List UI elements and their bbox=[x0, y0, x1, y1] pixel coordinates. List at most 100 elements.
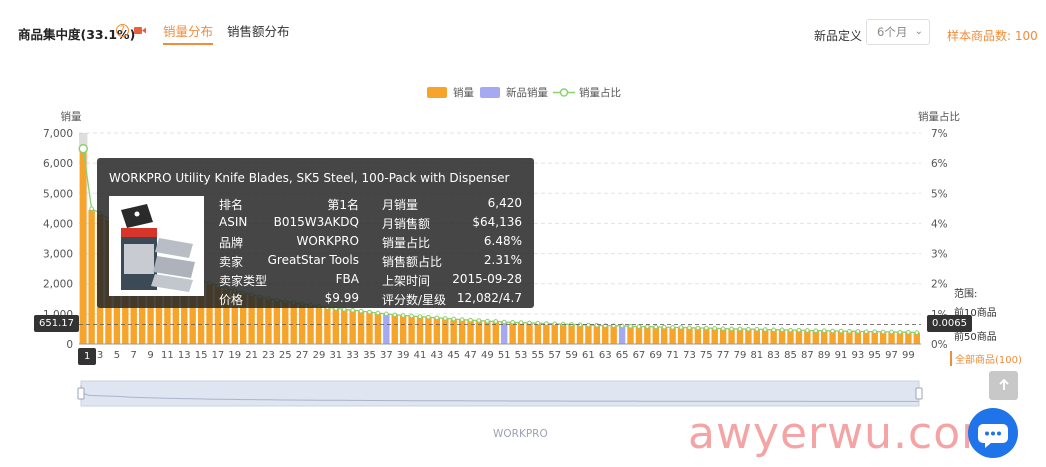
share-point bbox=[838, 328, 844, 334]
bar bbox=[526, 323, 533, 344]
zoom-slider-preview bbox=[80, 385, 919, 402]
x-tick-label: 67 bbox=[633, 350, 646, 361]
share-point bbox=[544, 321, 549, 326]
x-tick-label: 29 bbox=[313, 350, 326, 361]
x-tick-label: 57 bbox=[548, 350, 561, 361]
scroll-to-top-button[interactable] bbox=[989, 371, 1018, 400]
x-tick-label: 13 bbox=[178, 350, 191, 361]
bar bbox=[660, 327, 668, 344]
bar bbox=[433, 318, 441, 344]
bar bbox=[543, 323, 550, 344]
new-product-definition-label: 新品定义 bbox=[814, 29, 863, 43]
share-point bbox=[417, 314, 423, 319]
bar bbox=[812, 330, 819, 344]
x-tick-label: 49 bbox=[481, 350, 494, 361]
tooltip-key: 价格 bbox=[219, 293, 244, 307]
x-tick-label: 63 bbox=[599, 350, 612, 361]
bar bbox=[467, 320, 474, 344]
tooltip-key: 品牌 bbox=[219, 236, 244, 250]
range-option-top10[interactable]: 前10商品 bbox=[954, 308, 997, 319]
tooltip-value: 2015-09-28 bbox=[452, 272, 522, 286]
share-point bbox=[89, 206, 94, 211]
bar bbox=[610, 325, 617, 344]
bar bbox=[341, 309, 348, 344]
tooltip-value: WORKPRO bbox=[296, 234, 359, 248]
chat-button[interactable] bbox=[968, 408, 1018, 458]
bar bbox=[804, 330, 811, 344]
y-tick-label: 2,000 bbox=[43, 279, 73, 291]
tab-sales-distribution[interactable]: 销量分布 bbox=[163, 21, 214, 45]
legend-item-share[interactable]: 销量占比 bbox=[553, 85, 621, 100]
share-point bbox=[459, 317, 465, 322]
bar bbox=[551, 324, 558, 344]
y2-tick-label: 0% bbox=[931, 339, 948, 351]
tooltip-value: 12,082/4.7 bbox=[456, 291, 522, 305]
zoom-slider-track bbox=[80, 380, 920, 407]
share-point bbox=[510, 319, 515, 325]
x-tick-label: 25 bbox=[279, 350, 292, 361]
legend-label-new-sales: 新品销量 bbox=[506, 87, 548, 99]
brand-label: WORKPRO bbox=[493, 428, 548, 440]
bar bbox=[307, 305, 314, 344]
x-tick-label: 11 bbox=[161, 350, 174, 361]
x-tick-label: 61 bbox=[582, 350, 595, 361]
bar bbox=[349, 310, 356, 344]
bar bbox=[753, 329, 761, 344]
share-point bbox=[687, 325, 692, 331]
bar bbox=[517, 322, 525, 344]
bar bbox=[80, 150, 87, 344]
zoom-handle-right[interactable] bbox=[915, 387, 923, 400]
bar bbox=[618, 326, 626, 344]
share-point bbox=[914, 330, 920, 335]
x-tick-label: 43 bbox=[430, 350, 443, 361]
period-select[interactable]: 6个月 ⌄ bbox=[866, 19, 930, 45]
bar bbox=[888, 332, 895, 344]
bar bbox=[871, 331, 878, 344]
x-tick-label: 45 bbox=[447, 350, 460, 361]
bar bbox=[728, 328, 735, 344]
x-tick-label: 21 bbox=[245, 350, 258, 361]
x-tick-label: 87 bbox=[801, 350, 814, 361]
x-tick-label: 51 bbox=[498, 350, 511, 361]
x-tick-label: 3 bbox=[97, 350, 103, 361]
bar bbox=[576, 324, 584, 344]
x-tick-label: 99 bbox=[902, 350, 915, 361]
x-tick-label: 33 bbox=[346, 350, 359, 361]
legend-item-sales[interactable]: 销量 bbox=[427, 85, 474, 100]
bar bbox=[534, 323, 542, 344]
range-option-all[interactable]: 全部商品(100) bbox=[950, 351, 1022, 366]
share-point bbox=[442, 316, 448, 321]
share-point bbox=[367, 309, 372, 315]
x-tick-label: 53 bbox=[515, 350, 528, 361]
bar bbox=[795, 330, 803, 344]
share-point bbox=[434, 315, 440, 321]
tooltip-value: FBA bbox=[335, 272, 359, 286]
tab-revenue-distribution[interactable]: 销售额分布 bbox=[227, 24, 290, 39]
share-point bbox=[518, 320, 524, 325]
bar bbox=[627, 326, 634, 344]
bar bbox=[593, 325, 601, 344]
y2-tick-label: 4% bbox=[931, 218, 948, 230]
range-option-top50[interactable]: 前50商品 bbox=[954, 332, 997, 343]
share-point bbox=[855, 329, 861, 334]
y-tick-label: 7,000 bbox=[43, 128, 73, 140]
legend-item-new-sales[interactable]: 新品销量 bbox=[480, 85, 548, 100]
bar bbox=[602, 325, 609, 344]
bar bbox=[324, 307, 331, 344]
x-tick-label: 81 bbox=[750, 350, 763, 361]
video-icon[interactable] bbox=[134, 26, 146, 35]
share-point bbox=[821, 328, 827, 334]
share-point bbox=[409, 313, 414, 319]
share-point bbox=[788, 327, 793, 333]
crosshair-value-right: 0.0065 bbox=[927, 315, 972, 333]
legend-label-sales: 销量 bbox=[453, 87, 474, 99]
bar bbox=[425, 317, 432, 344]
bar bbox=[686, 327, 693, 344]
bar bbox=[290, 303, 297, 344]
tooltip-title: WORKPRO Utility Knife Blades, SK5 Steel,… bbox=[109, 171, 510, 185]
x-tick-label: 39 bbox=[397, 350, 410, 361]
help-icon[interactable]: ? bbox=[116, 24, 129, 37]
y2-axis-title: 销量占比 bbox=[918, 110, 960, 123]
bar bbox=[585, 325, 592, 344]
zoom-handle-left[interactable] bbox=[77, 387, 85, 400]
